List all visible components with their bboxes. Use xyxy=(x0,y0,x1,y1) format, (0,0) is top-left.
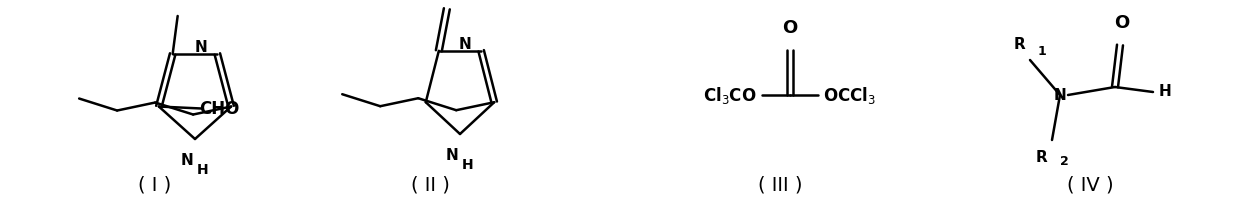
Text: OCCl$_3$: OCCl$_3$ xyxy=(823,84,875,105)
Text: O: O xyxy=(782,19,797,37)
Text: H: H xyxy=(197,163,208,177)
Text: R: R xyxy=(1013,37,1025,52)
Text: N: N xyxy=(459,37,471,52)
Text: N: N xyxy=(445,148,459,163)
Text: H: H xyxy=(1158,84,1172,99)
Text: ( IV ): ( IV ) xyxy=(1066,176,1114,194)
Text: ( II ): ( II ) xyxy=(410,176,449,194)
Text: 2: 2 xyxy=(1060,155,1069,168)
Text: N: N xyxy=(1054,88,1066,103)
Text: ( III ): ( III ) xyxy=(758,176,802,194)
Text: CHO: CHO xyxy=(198,99,239,118)
Text: O: O xyxy=(1115,14,1130,32)
Text: Cl$_3$CO: Cl$_3$CO xyxy=(703,84,756,105)
Text: H: H xyxy=(463,158,474,172)
Text: 1: 1 xyxy=(1038,45,1047,58)
Text: N: N xyxy=(195,41,207,56)
Text: ( I ): ( I ) xyxy=(139,176,171,194)
Text: N: N xyxy=(181,153,193,168)
Text: Cl: Cl xyxy=(169,0,186,3)
Text: R: R xyxy=(1035,150,1047,165)
